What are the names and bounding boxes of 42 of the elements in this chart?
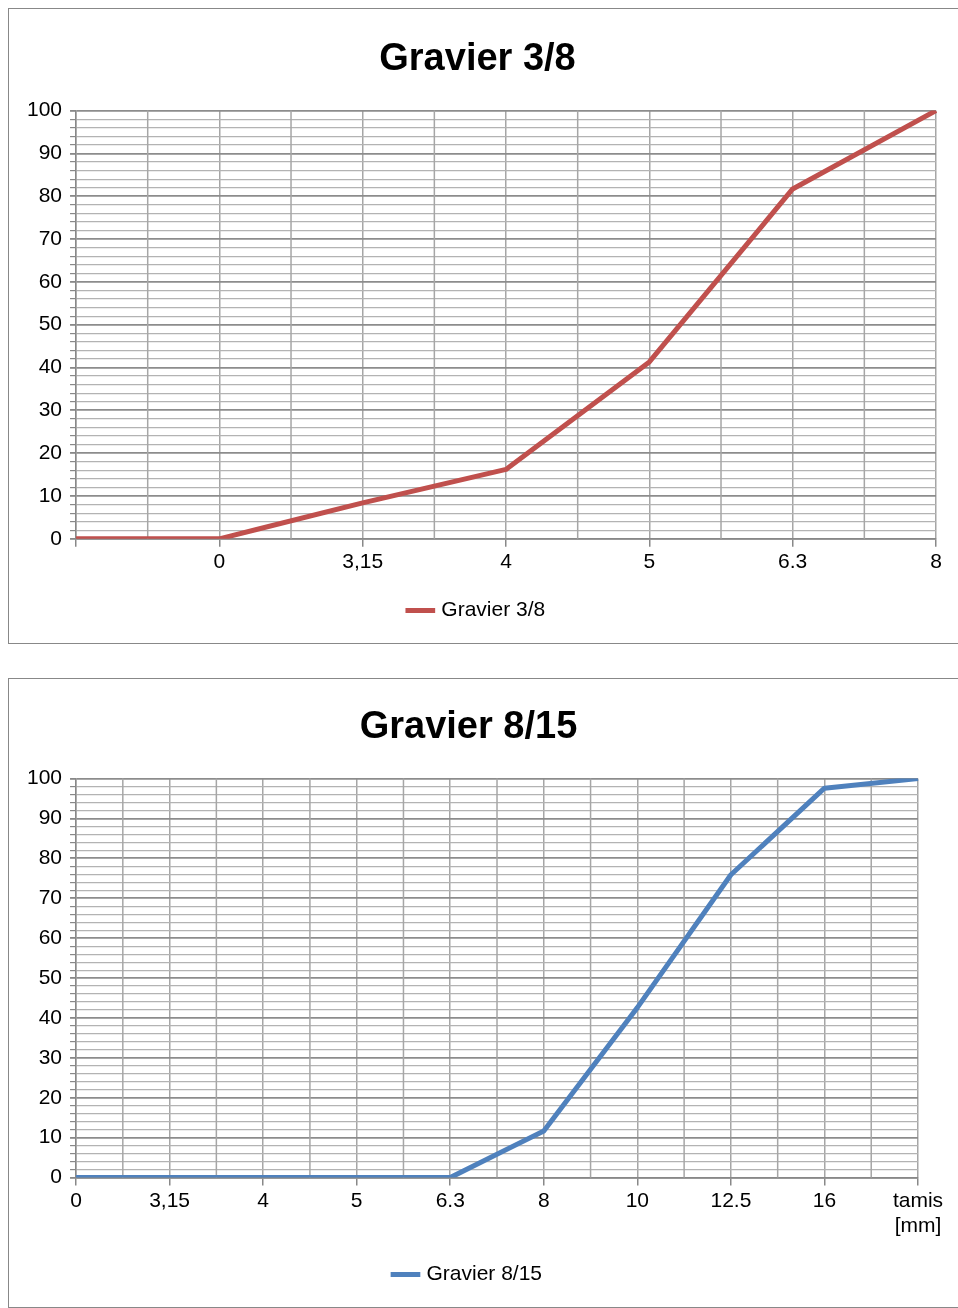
y-tick-label: 90	[38, 805, 63, 829]
y-tick-label: 80	[38, 183, 63, 207]
x-tick-label: 0	[213, 549, 226, 573]
y-tick-label: 70	[38, 225, 63, 249]
y-tick-label: 30	[38, 397, 63, 421]
x-tick-label: 16	[812, 1188, 837, 1211]
y-tick-label: 30	[38, 1044, 63, 1068]
y-tick-label: 50	[38, 964, 63, 988]
y-tick-label: 10	[38, 1124, 63, 1148]
y-tick-label: 10	[38, 482, 63, 506]
y-tick-label: 0	[50, 525, 63, 549]
chart-title: Gravier 8/15	[359, 704, 578, 747]
y-tick-label: 40	[38, 1004, 63, 1028]
x-tick-label: 8	[930, 549, 942, 573]
y-tick-label: 60	[38, 925, 63, 948]
x-tick-label: 5	[350, 1188, 363, 1211]
x-tick-label: 6.3	[778, 549, 808, 573]
y-tick-label: 20	[38, 439, 63, 463]
x-tick-label: 12.5	[710, 1188, 752, 1211]
y-tick-label: 90	[38, 140, 63, 164]
y-tick-label: 20	[38, 1084, 63, 1108]
x-tick-label: 3,15	[149, 1188, 191, 1211]
x-tick-label: tamis [mm]	[892, 1188, 944, 1237]
x-tick-label: 10	[625, 1188, 650, 1211]
x-tick-label: 3,15	[342, 549, 384, 573]
y-tick-label: 60	[38, 268, 63, 292]
x-tick-label: 0	[70, 1188, 82, 1211]
y-tick-label: 0	[50, 1164, 63, 1188]
x-tick-label: 4	[257, 1188, 270, 1211]
y-tick-label: 70	[38, 885, 63, 909]
y-tick-label: 80	[38, 845, 63, 869]
y-tick-label: 40	[38, 354, 63, 378]
legend-label: Gravier 8/15	[426, 1261, 543, 1285]
x-tick-label: 8	[537, 1188, 550, 1211]
legend-label: Gravier 3/8	[441, 597, 546, 621]
x-tick-label: 4	[500, 549, 513, 573]
x-tick-label: 5	[643, 549, 656, 573]
chart-title: Gravier 3/8	[379, 36, 576, 79]
y-tick-label: 100	[26, 765, 63, 789]
y-tick-label: 50	[38, 311, 63, 335]
y-tick-label: 100	[26, 97, 63, 121]
x-tick-label: 6.3	[435, 1188, 465, 1211]
